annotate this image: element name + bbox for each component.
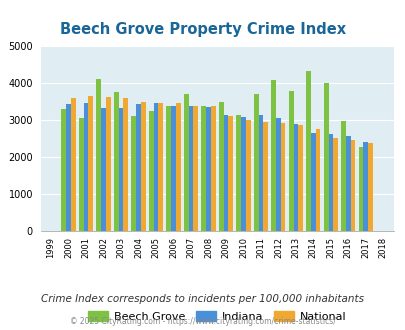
Bar — [328, 134, 333, 231]
Bar — [71, 98, 75, 231]
Bar — [253, 93, 258, 231]
Bar — [275, 118, 280, 231]
Bar — [149, 111, 153, 231]
Bar — [206, 107, 210, 231]
Bar — [166, 106, 171, 231]
Bar — [350, 140, 354, 231]
Bar — [210, 107, 215, 231]
Bar — [175, 103, 180, 231]
Bar — [136, 104, 141, 231]
Bar — [201, 106, 206, 231]
Bar — [288, 91, 293, 231]
Bar — [83, 103, 88, 231]
Bar — [358, 147, 362, 231]
Bar — [88, 96, 93, 231]
Bar — [245, 120, 250, 231]
Bar — [158, 103, 163, 231]
Text: Crime Index corresponds to incidents per 100,000 inhabitants: Crime Index corresponds to incidents per… — [41, 294, 364, 304]
Bar — [315, 129, 320, 231]
Bar — [271, 80, 275, 231]
Bar — [345, 136, 350, 231]
Bar — [66, 104, 71, 231]
Bar — [223, 115, 228, 231]
Bar — [96, 80, 101, 231]
Bar — [228, 116, 232, 231]
Bar — [323, 83, 328, 231]
Bar — [101, 108, 106, 231]
Bar — [106, 97, 110, 231]
Bar — [114, 92, 118, 231]
Bar — [193, 106, 198, 231]
Bar — [61, 109, 66, 231]
Bar — [188, 107, 193, 231]
Bar — [333, 138, 337, 231]
Bar — [310, 133, 315, 231]
Bar — [123, 98, 128, 231]
Bar — [118, 108, 123, 231]
Text: © 2025 CityRating.com - https://www.cityrating.com/crime-statistics/: © 2025 CityRating.com - https://www.city… — [70, 317, 335, 326]
Bar — [341, 121, 345, 231]
Bar — [141, 102, 145, 231]
Bar — [153, 103, 158, 231]
Bar — [183, 94, 188, 231]
Bar — [293, 124, 298, 231]
Text: Beech Grove Property Crime Index: Beech Grove Property Crime Index — [60, 22, 345, 37]
Bar — [280, 123, 285, 231]
Legend: Beech Grove, Indiana, National: Beech Grove, Indiana, National — [83, 307, 350, 326]
Bar — [131, 116, 136, 231]
Bar — [241, 117, 245, 231]
Bar — [218, 102, 223, 231]
Bar — [305, 71, 310, 231]
Bar — [262, 122, 267, 231]
Bar — [258, 115, 262, 231]
Bar — [236, 115, 241, 231]
Bar — [298, 124, 302, 231]
Bar — [79, 118, 83, 231]
Bar — [362, 142, 367, 231]
Bar — [171, 106, 175, 231]
Bar — [367, 144, 372, 231]
